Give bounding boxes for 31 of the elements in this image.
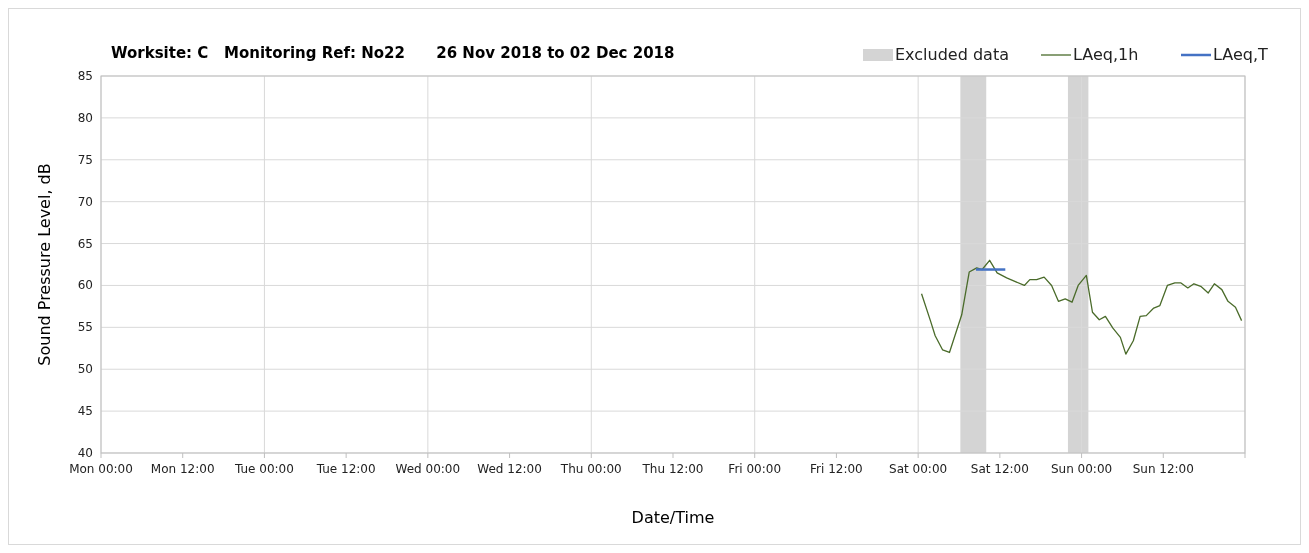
x-tick-label: Mon 12:00 <box>150 462 215 476</box>
y-tick-label: 65 <box>77 236 93 251</box>
y-tick-label: 85 <box>77 69 93 83</box>
x-tick-label: Sun 12:00 <box>1132 462 1194 476</box>
x-tick-label: Fri 12:00 <box>810 462 863 476</box>
x-tick-label: Wed 00:00 <box>395 462 461 476</box>
y-tick-label: 70 <box>77 194 93 209</box>
y-tick-label: 45 <box>77 404 93 419</box>
y-tick-label: 80 <box>77 110 93 125</box>
x-tick-label: Thu 00:00 <box>559 462 622 476</box>
x-tick-label: Sat 00:00 <box>889 462 948 476</box>
chart-title: Worksite: C Monitoring Ref: No22 26 Nov 2018 to 02 Dec 2018 <box>111 44 675 62</box>
y-tick-label: 50 <box>77 362 93 377</box>
x-tick-label: Sun 00:00 <box>1050 462 1113 476</box>
y-tick-label: 60 <box>77 278 93 293</box>
x-tick-label: Mon 00:00 <box>69 462 133 476</box>
legend-label: Excluded data <box>895 45 1009 64</box>
y-axis-title: Sound Pressure Level, dB <box>35 163 54 366</box>
line-series <box>920 259 1243 355</box>
y-tick-label: 40 <box>77 446 93 460</box>
x-tick-label: Tue 00:00 <box>233 462 294 476</box>
x-tick-label: Fri 00:00 <box>728 462 782 476</box>
x-tick-label: Thu 12:00 <box>641 462 704 476</box>
x-tick-label: Tue 12:00 <box>315 462 376 476</box>
legend-label: LAeq,1h <box>1073 45 1139 64</box>
y-tick-label: 75 <box>77 152 93 167</box>
x-tick-label: Sat 12:00 <box>970 462 1029 476</box>
x-tick-label: Wed 12:00 <box>477 462 542 476</box>
legend-label: LAeq,T <box>1213 45 1269 64</box>
x-axis-title: Date/Time <box>631 508 715 527</box>
y-tick-label: 55 <box>77 320 93 335</box>
